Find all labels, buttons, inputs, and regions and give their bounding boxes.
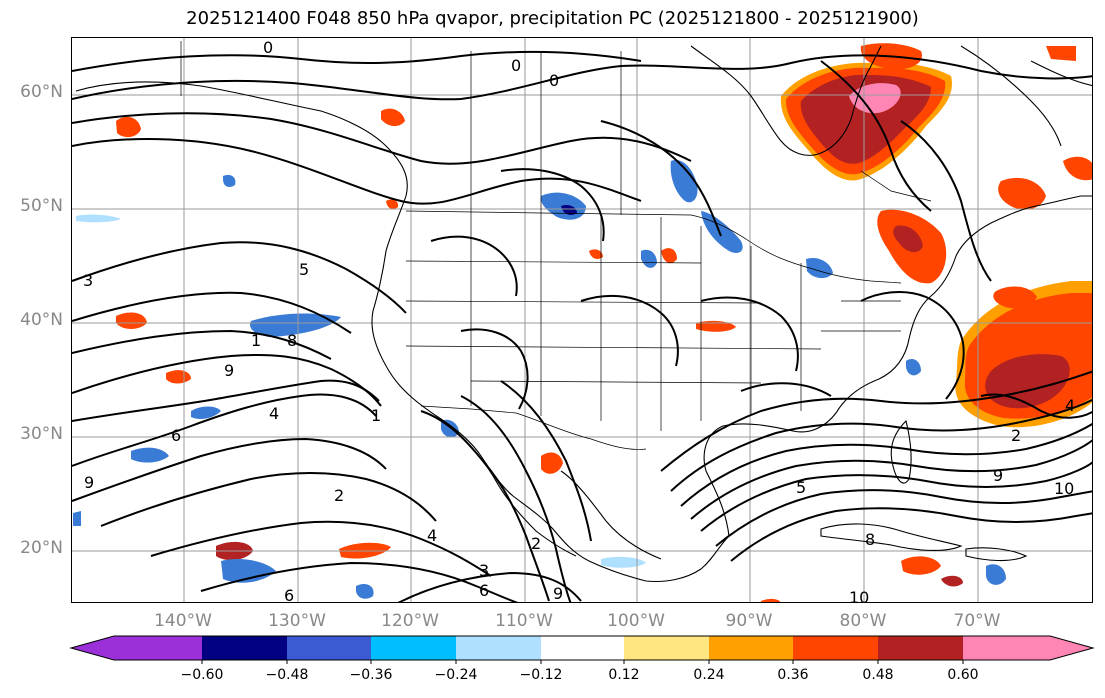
colorbar-tick-label: −0.24	[434, 667, 478, 683]
contour-label: 2	[334, 486, 344, 505]
map-title: 2025121400 F048 850 hPa qvapor, precipit…	[186, 8, 919, 29]
colorbar-tick-label: 0.60	[947, 667, 979, 683]
colorbar	[69, 635, 1095, 664]
colorbar-segment	[71, 636, 202, 660]
state-borders	[180, 41, 932, 450]
colorbar-segment	[709, 636, 793, 660]
colorbar-segment	[541, 636, 624, 660]
colorbar-segments	[71, 636, 1093, 664]
lat-lon-grid	[72, 38, 1092, 602]
contour-label: 2	[1011, 426, 1021, 445]
contour-labels: 0 0 0 3 5 1 8 9 6 4 1 9 2 4 3 6 2 5 9 10…	[83, 38, 1075, 603]
lon-label-140w: 140°W	[154, 611, 212, 631]
qvapor-contours	[72, 50, 1092, 602]
colorbar-segment	[963, 636, 1093, 660]
contour-label: 4	[427, 526, 437, 545]
lat-label-30n: 30°N	[20, 424, 63, 444]
lon-label-120w: 120°W	[381, 611, 439, 631]
contour-label: 3	[479, 561, 489, 580]
contour-label: 0	[549, 71, 559, 90]
contour-label: 2	[531, 534, 541, 553]
lon-label-70w: 70°W	[953, 611, 1001, 631]
colorbar-segment	[793, 636, 878, 660]
lon-label-90w: 90°W	[725, 611, 773, 631]
colorbar-tick-label: −0.36	[349, 667, 393, 683]
contour-label: 0	[511, 56, 521, 75]
contour-label: 10	[849, 588, 869, 603]
contour-label: 4	[269, 404, 279, 423]
contour-label: 9	[84, 473, 94, 492]
contour-label: 9	[993, 466, 1003, 485]
coastlines	[75, 45, 1092, 583]
contour-label: 8	[287, 331, 297, 350]
colorbar-tick-label: 0.48	[862, 667, 894, 683]
contour-label: 5	[796, 478, 806, 497]
contour-label: 9	[224, 361, 234, 380]
contour-label: 6	[171, 426, 181, 445]
contour-label: 4	[1065, 396, 1075, 415]
colorbar-tick-label: −0.60	[180, 667, 224, 683]
colorbar-segment	[202, 636, 287, 660]
contour-label: 3	[83, 271, 93, 290]
colorbar-tick-label: −0.48	[265, 667, 309, 683]
colorbar-segment	[624, 636, 709, 660]
lon-label-100w: 100°W	[607, 611, 665, 631]
lon-label-110w: 110°W	[495, 611, 553, 631]
contour-label: 0	[263, 38, 273, 57]
lon-label-80w: 80°W	[839, 611, 887, 631]
colorbar-segment	[287, 636, 371, 660]
colorbar-segment	[456, 636, 541, 660]
colorbar-segment	[371, 636, 456, 660]
lat-label-50n: 50°N	[20, 196, 63, 216]
contour-label: 5	[299, 260, 309, 279]
contour-label: 6	[479, 581, 489, 600]
colorbar-tick-label: −0.12	[519, 667, 563, 683]
map-svg: 0 0 0 3 5 1 8 9 6 4 1 9 2 4 3 6 2 5 9 10…	[72, 38, 1092, 603]
contour-label: 8	[865, 530, 875, 549]
contour-label: 9	[553, 584, 563, 603]
colorbar-segment	[878, 636, 963, 660]
colorbar-tick-label: 0.12	[608, 667, 640, 683]
contour-label: 1	[371, 406, 381, 425]
lon-label-130w: 130°W	[268, 611, 326, 631]
colorbar-tick-label: 0.36	[777, 667, 809, 683]
contour-label: 10	[1054, 479, 1074, 498]
lat-label-40n: 40°N	[20, 310, 63, 330]
colorbar-tick-label: 0.24	[693, 667, 725, 683]
map-panel: 0 0 0 3 5 1 8 9 6 4 1 9 2 4 3 6 2 5 9 10…	[71, 37, 1093, 603]
lat-label-20n: 20°N	[20, 538, 63, 558]
contour-label: 1	[251, 331, 261, 350]
precip-anomaly-negative	[670, 160, 698, 203]
lat-label-60n: 60°N	[20, 82, 63, 102]
contour-label: 6	[284, 586, 294, 603]
